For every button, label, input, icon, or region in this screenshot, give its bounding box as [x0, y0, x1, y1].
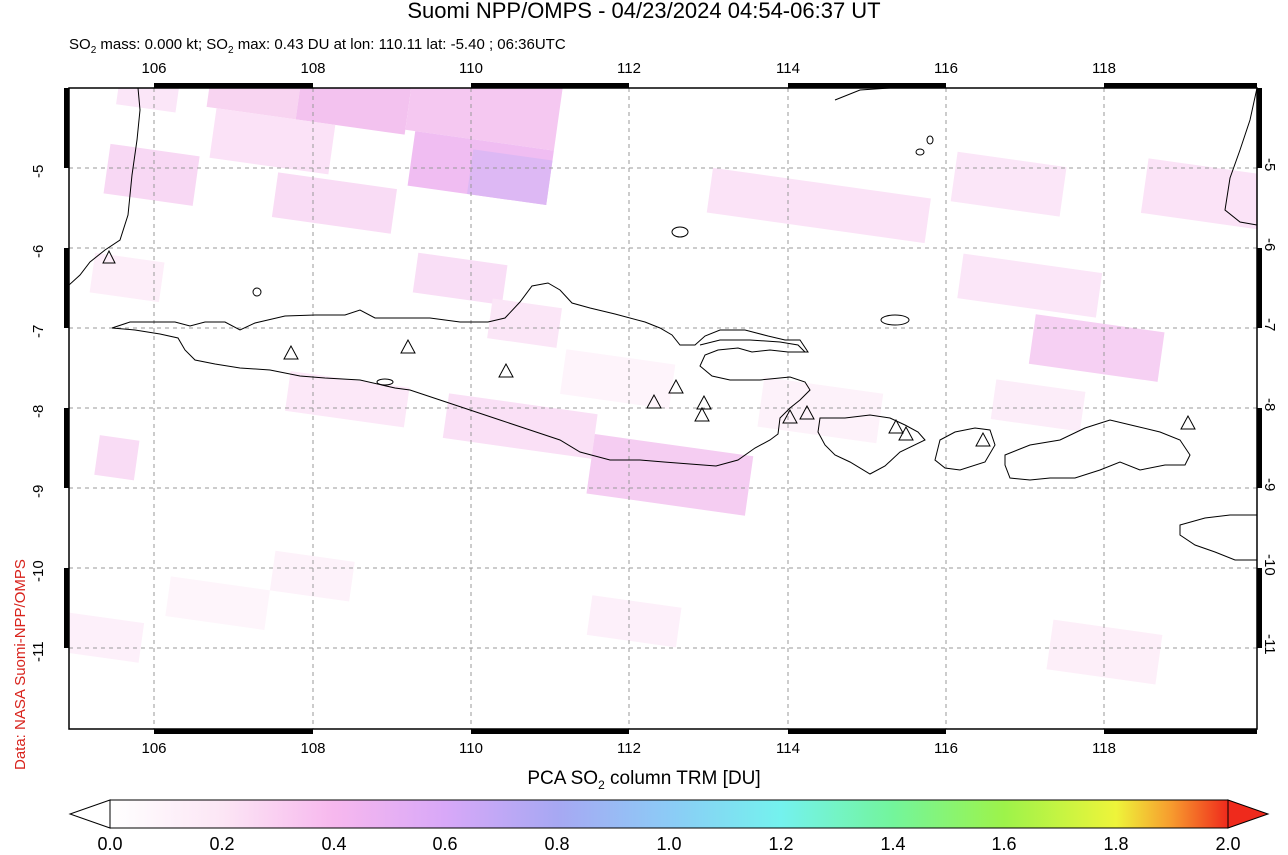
triangle-outline-icon — [498, 362, 514, 378]
colorbar-tick: 0.0 — [97, 834, 123, 854]
triangle-outline-icon — [646, 393, 662, 409]
colorbar-tick: 0.6 — [432, 834, 458, 854]
colorbar-tick: 1.4 — [880, 834, 906, 854]
lon-tick-bottom: 112 — [617, 740, 641, 757]
lon-tick-bottom: 116 — [934, 740, 958, 757]
colorbar-tick: 0.8 — [544, 834, 570, 854]
colorbar-tick: 1.0 — [656, 834, 682, 854]
lat-tick-left: -7 — [30, 324, 47, 338]
map-gridlines — [69, 88, 1257, 729]
map-title: Suomi NPP/OMPS - 04/23/2024 04:54-06:37 … — [407, 0, 881, 23]
lon-tick-top: 110 — [459, 60, 483, 77]
lon-tick-top: 106 — [141, 60, 167, 77]
lat-tick-right: -7 — [1261, 318, 1278, 332]
lon-tick-bottom: 118 — [1092, 740, 1116, 757]
lat-tick-left: -5 — [30, 164, 47, 178]
triangle-outline-icon — [782, 408, 798, 424]
lat-tick-left: -10 — [30, 560, 47, 582]
lon-tick-top: 112 — [617, 60, 641, 77]
triangle-outline-icon — [696, 394, 712, 410]
colorbar-title: PCA SO2 column TRM [DU] — [527, 768, 761, 792]
lat-tick-left: -11 — [30, 641, 47, 662]
colorbar-tick: 1.8 — [1103, 834, 1129, 854]
colorbar-tick: 0.2 — [209, 834, 235, 854]
triangle-outline-icon — [102, 249, 116, 264]
lat-tick-right: -9 — [1261, 478, 1278, 492]
triangle-outline-icon — [975, 431, 991, 447]
lon-tick-bottom: 110 — [459, 740, 483, 757]
triangle-outline-icon — [283, 344, 299, 360]
lat-tick-left: -8 — [30, 404, 47, 418]
lat-tick-right: -11 — [1261, 634, 1278, 655]
coastlines — [69, 88, 1257, 561]
triangle-outline-icon — [898, 425, 914, 441]
map-subtitle: SO2 mass: 0.000 kt; SO2 max: 0.43 DU at … — [69, 36, 566, 56]
colorbar-tick: 1.6 — [991, 834, 1017, 854]
colorbar-tick: 0.4 — [321, 834, 347, 854]
triangle-outline-icon — [668, 378, 684, 394]
lat-tick-right: -8 — [1261, 398, 1278, 412]
lon-tick-bottom: 114 — [776, 740, 800, 757]
lon-tick-bottom: 106 — [141, 740, 167, 757]
colorbar — [68, 799, 1270, 829]
lat-tick-left: -9 — [30, 484, 47, 498]
lat-tick-left: -6 — [30, 244, 47, 258]
lat-tick-right: -10 — [1261, 554, 1278, 576]
triangle-outline-icon — [799, 404, 815, 420]
colorbar-high-arrow — [1227, 799, 1270, 829]
volcano-markers — [102, 249, 1196, 447]
colorbar-tick: 2.0 — [1215, 834, 1241, 854]
triangle-outline-icon — [694, 406, 710, 422]
lon-tick-top: 108 — [300, 60, 326, 77]
lon-tick-top: 118 — [1092, 60, 1116, 77]
triangle-outline-icon — [1180, 414, 1196, 430]
map-frame — [64, 83, 1262, 734]
triangle-outline-icon — [400, 338, 416, 354]
lon-tick-top: 116 — [934, 60, 958, 77]
lat-tick-right: -5 — [1261, 158, 1278, 172]
lon-tick-bottom: 108 — [300, 740, 326, 757]
triangle-outline-icon — [888, 418, 904, 434]
colorbar-low-arrow — [68, 799, 111, 829]
lat-tick-right: -6 — [1261, 238, 1278, 252]
so2-retrieval-pixels — [69, 88, 1257, 685]
colorbar-tick: 1.2 — [768, 834, 794, 854]
lon-tick-top: 114 — [776, 60, 800, 77]
